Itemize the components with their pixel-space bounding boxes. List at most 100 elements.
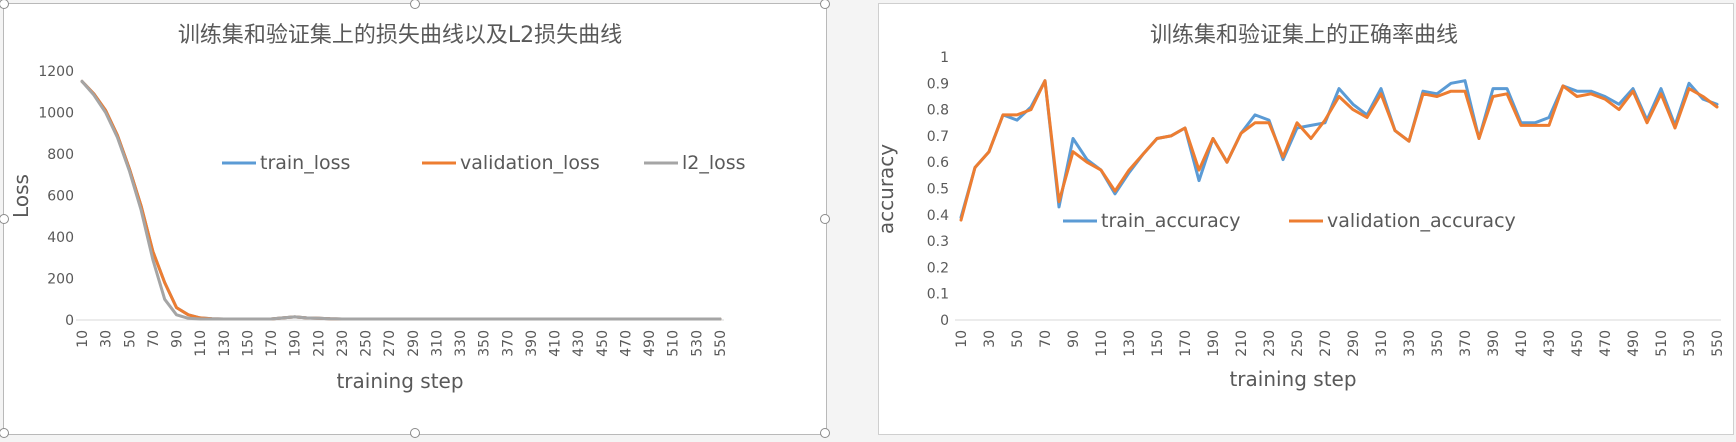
resize-handle-middle-right[interactable] <box>820 214 830 224</box>
resize-handle-bottom-left[interactable] <box>0 428 9 438</box>
x-tick-label: 50 <box>122 330 138 348</box>
y-tick-label: 0.6 <box>927 155 949 171</box>
resize-handle-top-middle[interactable] <box>410 0 420 9</box>
loss-chart: 训练集和验证集上的损失曲线以及L2损失曲线 0 200 400 600 800 1000 12… <box>9 23 746 393</box>
legend-label-train-accuracy: train_accuracy <box>1101 210 1240 232</box>
x-tick-label: 190 <box>1206 330 1222 357</box>
x-tick-label: 330 <box>1402 330 1418 357</box>
x-tick-label: 110 <box>193 330 209 357</box>
y-tick-label: 0 <box>65 313 74 329</box>
x-tick-label: 90 <box>170 330 186 348</box>
y-tick-label: 600 <box>47 189 74 205</box>
x-tick-label: 270 <box>1318 330 1334 357</box>
x-tick-label: 430 <box>571 330 587 357</box>
y-tick-label: 0.7 <box>927 129 949 145</box>
x-tick-label: 10 <box>954 330 970 348</box>
y-tick-label: 0 <box>940 313 949 329</box>
x-tick-label: 230 <box>335 330 351 357</box>
x-tick-label: 550 <box>1710 330 1726 357</box>
x-tick-label: 410 <box>548 330 564 357</box>
x-tick-label: 170 <box>1178 330 1194 357</box>
legend-label-validation-accuracy: validation_accuracy <box>1327 210 1516 232</box>
y-tick-label: 0.8 <box>927 103 949 119</box>
y-tick-label: 0.3 <box>927 234 949 250</box>
x-tick-label: 350 <box>1430 330 1446 357</box>
resize-handle-top-left[interactable] <box>0 0 9 9</box>
x-tick-label: 290 <box>1346 330 1362 357</box>
x-tick-label: 70 <box>1038 330 1054 348</box>
chart-title: 训练集和验证集上的正确率曲线 <box>1150 23 1458 48</box>
x-tick-label: 330 <box>453 330 469 357</box>
resize-handle-bottom-right[interactable] <box>820 428 830 438</box>
resize-handle-top-right[interactable] <box>820 0 830 9</box>
x-tick-label: 90 <box>1066 330 1082 348</box>
x-tick-label: 430 <box>1542 330 1558 357</box>
resize-handle-bottom-middle[interactable] <box>410 428 420 438</box>
x-tick-label: 350 <box>477 330 493 357</box>
x-tick-label: 30 <box>99 330 115 348</box>
x-tick-label: 10 <box>75 330 91 348</box>
x-tick-label: 490 <box>642 330 658 357</box>
x-tick-label: 510 <box>666 330 682 357</box>
x-tick-label: 50 <box>1010 330 1026 348</box>
x-tick-label: 30 <box>982 330 998 348</box>
x-tick-label: 130 <box>1122 330 1138 357</box>
x-tick-label: 550 <box>713 330 729 357</box>
x-tick-label: 130 <box>217 330 233 357</box>
x-axis-title: training step <box>1229 367 1356 391</box>
series-line-train-loss <box>80 79 722 321</box>
x-tick-label: 470 <box>1598 330 1614 357</box>
x-tick-label: 150 <box>240 330 256 357</box>
x-tick-label: 170 <box>264 330 280 357</box>
x-tick-label: 310 <box>429 330 445 357</box>
x-tick-label: 310 <box>1374 330 1390 357</box>
x-tick-label: 70 <box>146 330 162 348</box>
x-tick-label: 270 <box>382 330 398 357</box>
resize-handle-middle-left[interactable] <box>0 214 9 224</box>
y-axis-title: accuracy <box>879 144 898 234</box>
loss-chart-panel[interactable]: 训练集和验证集上的损失曲线以及L2损失曲线 0 200 400 600 800 1000 12… <box>0 0 830 438</box>
chart-title: 训练集和验证集上的损失曲线以及L2损失曲线 <box>178 23 622 48</box>
y-tick-label: 200 <box>47 272 74 288</box>
x-tick-label: 390 <box>1486 330 1502 357</box>
y-tick-label: 1 <box>940 50 949 66</box>
legend-label-train-loss: train_loss <box>260 152 350 174</box>
x-tick-label: 510 <box>1654 330 1670 357</box>
y-tick-label: 0.4 <box>927 208 949 224</box>
x-tick-label: 450 <box>595 330 611 357</box>
series-line-l2-loss <box>80 79 722 321</box>
series-line-train-accuracy <box>959 79 1719 219</box>
y-tick-label: 800 <box>47 147 74 163</box>
x-tick-label: 290 <box>406 330 422 357</box>
legend-label-l2-loss: l2_loss <box>682 152 746 174</box>
y-tick-label: 0.5 <box>927 182 949 198</box>
x-tick-label: 230 <box>1262 330 1278 357</box>
x-tick-label: 110 <box>1094 330 1110 357</box>
x-tick-label: 190 <box>288 330 304 357</box>
y-tick-label: 0.2 <box>927 260 949 276</box>
x-tick-label: 410 <box>1514 330 1530 357</box>
y-tick-label: 1000 <box>38 106 74 122</box>
y-tick-label: 0.1 <box>927 287 949 303</box>
x-tick-label: 250 <box>359 330 375 357</box>
x-tick-label: 210 <box>1234 330 1250 357</box>
x-tick-label: 150 <box>1150 330 1166 357</box>
y-tick-label: 0.9 <box>927 76 949 92</box>
legend-label-validation-loss: validation_loss <box>460 152 600 174</box>
series-line-validation-accuracy <box>959 79 1719 222</box>
x-tick-label: 530 <box>689 330 705 357</box>
y-tick-label: 1200 <box>38 64 74 80</box>
x-tick-label: 370 <box>500 330 516 357</box>
x-tick-label: 250 <box>1290 330 1306 357</box>
x-tick-label: 370 <box>1458 330 1474 357</box>
accuracy-chart: 训练集和验证集上的正确率曲线 0 0.1 0.2 0.3 0.4 0.5 0.6 0.7 0.8 0… <box>879 23 1726 391</box>
x-tick-label: 450 <box>1570 330 1586 357</box>
accuracy-chart-panel[interactable]: 训练集和验证集上的正确率曲线 0 0.1 0.2 0.3 0.4 0.5 0.6 0.7 0.8 0… <box>878 3 1734 435</box>
x-axis-title: training step <box>336 369 463 393</box>
x-tick-label: 530 <box>1682 330 1698 357</box>
y-axis-title: Loss <box>9 174 33 218</box>
y-tick-label: 400 <box>47 230 74 246</box>
x-tick-label: 470 <box>618 330 634 357</box>
x-tick-label: 210 <box>311 330 327 357</box>
series-line-validation-loss <box>80 79 722 321</box>
